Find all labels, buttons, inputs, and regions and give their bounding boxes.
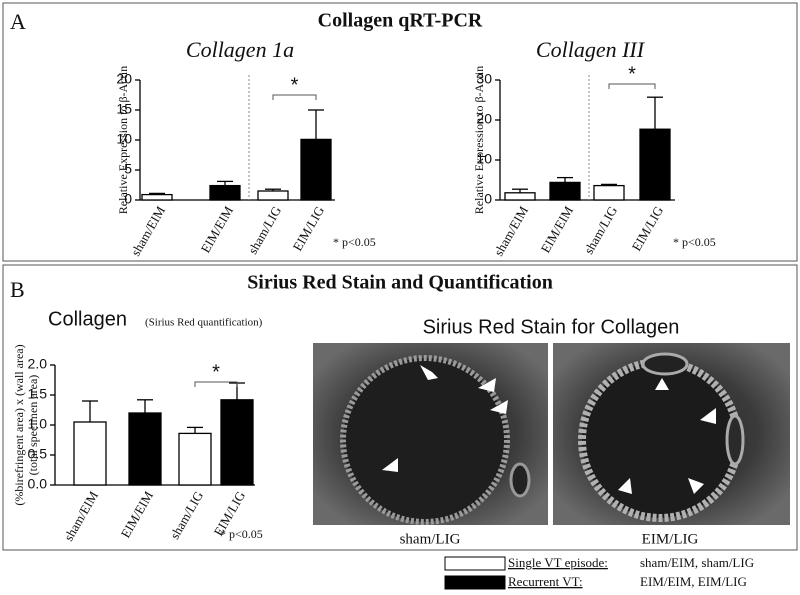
- significance-bracket: [272, 94, 317, 100]
- y-axis-label: (total specimen area): [26, 375, 40, 476]
- bar: [128, 412, 162, 486]
- legend-swatch: [444, 575, 506, 590]
- y-tick-label: 20: [116, 71, 132, 87]
- footnote: * p<0.05: [220, 527, 263, 541]
- significance-bracket: [194, 381, 238, 387]
- x-tick-label: EIM/EIM: [118, 488, 157, 540]
- x-tick-label: sham/EIM: [491, 203, 532, 258]
- panel-label: A: [10, 9, 26, 34]
- y-tick-label: 1.0: [28, 416, 48, 432]
- bar: [73, 421, 107, 486]
- chart-title: Collagen: [48, 308, 127, 330]
- image-caption: EIM/LIG: [642, 531, 699, 547]
- x-tick-label: sham/LIG: [581, 203, 620, 256]
- chart-title: Collagen 1a: [186, 37, 294, 62]
- legend-label: Single VT episode:: [508, 555, 608, 570]
- significance-mark: *: [291, 74, 299, 96]
- panel-label: B: [10, 277, 25, 302]
- y-tick-label: 20: [476, 111, 492, 127]
- bar: [209, 184, 241, 201]
- legend-groups: EIM/EIM, EIM/LIG: [640, 574, 747, 589]
- significance-bracket: [608, 83, 656, 89]
- x-tick-label: EIM/LIG: [629, 203, 667, 253]
- x-tick-label: EIM/EIM: [198, 203, 237, 255]
- y-tick-label: 5: [124, 161, 132, 177]
- chart-subtitle: (Sirius Red quantification): [145, 317, 263, 329]
- x-tick-label: sham/EIM: [61, 488, 102, 543]
- panel-title: Sirius Red Stain and Quantification: [247, 272, 553, 294]
- bar: [220, 399, 254, 486]
- x-tick-label: EIM/EIM: [538, 203, 577, 255]
- x-tick-label: sham/LIG: [245, 203, 284, 256]
- bar: [549, 181, 581, 201]
- y-axis-label: (%birefringent area) x (wall area): [12, 344, 26, 505]
- panel-title: Collagen qRT-PCR: [318, 10, 483, 32]
- y-tick-label: 2.0: [28, 356, 48, 372]
- micrograph: [313, 343, 548, 525]
- y-tick-label: 10: [116, 131, 132, 147]
- y-axis-label: Relative Expression to β-Actin: [472, 66, 486, 214]
- footnote: * p<0.05: [333, 235, 376, 249]
- bar: [504, 192, 536, 201]
- bar: [593, 184, 625, 201]
- panel-b-frame: [2, 264, 798, 551]
- y-tick-label: 0: [124, 191, 132, 207]
- bar: [178, 432, 212, 486]
- legend-swatch: [444, 556, 506, 571]
- legend-groups: sham/EIM, sham/LIG: [640, 555, 754, 570]
- y-tick-label: 15: [116, 101, 132, 117]
- panel-a-frame: [2, 2, 798, 262]
- bar: [141, 193, 173, 201]
- x-tick-label: EIM/LIG: [290, 203, 328, 253]
- image-title: Sirius Red Stain for Collagen: [423, 316, 680, 338]
- bar: [257, 190, 289, 201]
- image-caption: sham/LIG: [400, 531, 461, 547]
- bar: [639, 128, 671, 201]
- y-tick-label: 0.0: [28, 476, 48, 492]
- significance-mark: *: [212, 361, 220, 383]
- chart-title: Collagen III: [536, 37, 646, 62]
- legend-label: Recurrent VT:: [508, 574, 583, 589]
- y-tick-label: 0: [484, 191, 492, 207]
- bar: [300, 138, 332, 201]
- footnote: * p<0.05: [673, 235, 716, 249]
- x-tick-label: sham/LIG: [167, 488, 206, 541]
- y-tick-label: 1.5: [28, 386, 48, 402]
- y-tick-label: 10: [476, 151, 492, 167]
- x-tick-label: sham/EIM: [128, 203, 169, 258]
- y-axis-label: Relative Expression to β-Actin: [116, 66, 130, 214]
- significance-mark: *: [628, 63, 636, 85]
- micrograph: [553, 343, 790, 525]
- y-tick-label: 30: [476, 71, 492, 87]
- y-tick-label: 0.5: [28, 446, 48, 462]
